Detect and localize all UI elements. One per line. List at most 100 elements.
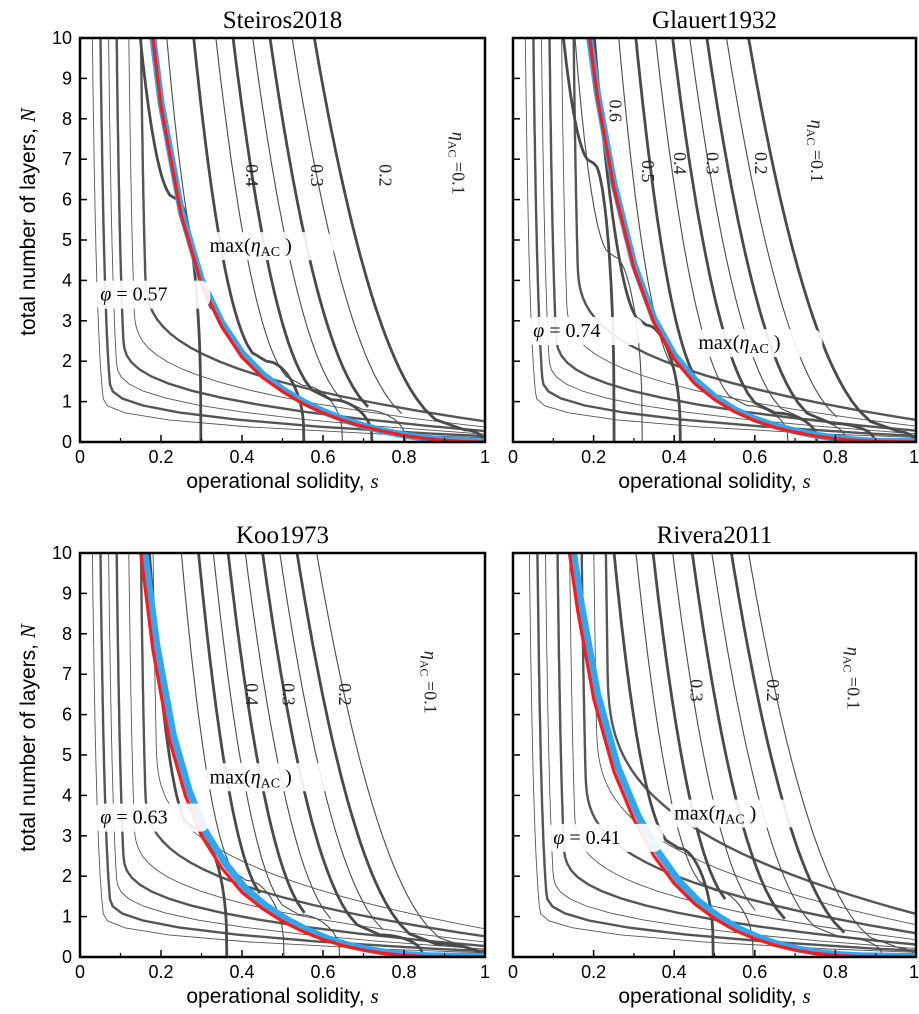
panel-0-phi-label-bg: [92, 280, 211, 309]
panel-1-phi-label-bg: [525, 316, 644, 345]
panel-1-low-contour: [524, 38, 916, 438]
panel-1-contour-line: [705, 38, 876, 442]
panel-2-contour-line: [295, 553, 482, 957]
panel-3-contour-line: [730, 553, 846, 934]
panel-0-contour-label: ηAC =0.1: [446, 132, 469, 195]
panel-1-max-label-bg: [694, 329, 823, 358]
panel-3-contour-line: [651, 553, 727, 900]
panel-0-low-contour: [139, 38, 485, 423]
panel-3-contour-line: [635, 553, 754, 957]
panel-0-contour-line: [312, 38, 485, 442]
panel-0-low-contour: [128, 38, 485, 428]
panel-1-plot-area: [524, 38, 916, 442]
panel-1-level-value: 0.2: [751, 152, 771, 175]
panel-1-contour-line: [671, 38, 819, 442]
panel-2-contour-line: [279, 553, 384, 931]
panel-0-low-contour: [108, 38, 485, 435]
panel-2-low-contour: [128, 553, 485, 943]
panel-2-y-tick-label: 4: [62, 785, 72, 805]
panel-3-plot-area: [528, 553, 916, 957]
panel-1-low-contour: [541, 38, 916, 435]
panel-3-phi-label-bg: [545, 823, 664, 852]
panel-1-x-tick-label: 0.6: [742, 447, 767, 467]
panel-2-max-label-bg: [205, 763, 334, 792]
panel-0-low-contour: [91, 38, 485, 439]
panel-0-level-value: 0.4: [242, 164, 262, 187]
panel-3-x-tick-label: 0.4: [662, 962, 687, 982]
panel-2-series-red: [139, 553, 485, 957]
panel-2-contour-line: [197, 553, 261, 894]
panel-0-plot-area: [91, 38, 485, 442]
panel-2-y-tick-label: 1: [62, 907, 72, 927]
panel-3-phi-label: φ = 0.41: [553, 827, 620, 849]
panel-1-level-value: 0.6: [606, 99, 626, 122]
panel-0-contour-label: 0.3: [307, 164, 327, 187]
panel-2-x-axis-label: operational solidity, s: [186, 984, 378, 1008]
panel-0-level-value: 0.3: [307, 164, 327, 187]
panel-steiros2018: 0.4 0.3 0.2 ηAC =0.1 max(ηAC ) φ = 0.57 Steiro…: [52, 7, 490, 493]
panel-2-level-value: 0.2: [335, 683, 355, 706]
panel-3-max-label: max(ηAC ): [674, 803, 756, 828]
panel-2-level-value: 0.3: [279, 683, 299, 706]
panel-koo1973: 0.4 0.3 0.2 ηAC =0.1 max(ηAC ) φ = 0.63 Koo197…: [52, 522, 490, 1008]
panel-0-x-tick-label: 0.8: [391, 447, 416, 467]
panel-2-contour-line: [261, 553, 424, 957]
panel-1-x-tick-label: 0: [508, 447, 518, 467]
panel-0-contour-line: [231, 38, 374, 442]
panel-2-phi-label: φ = 0.63: [100, 807, 167, 829]
panel-0-contour-line: [215, 38, 343, 442]
panel-3-contour-line: [690, 553, 786, 920]
panel-0-contour-line: [291, 38, 403, 415]
panel-2-y-tick-label: 6: [62, 705, 72, 725]
panel-0-y-tick-label: 6: [62, 190, 72, 210]
panel-1-contour-line: [618, 38, 674, 369]
panel-2-y-tick-label: 0: [62, 947, 72, 967]
panel-3-low-contour: [593, 553, 916, 926]
panel-0-max-label-bg: [205, 232, 334, 261]
panel-2-contour-line: [226, 553, 306, 914]
panel-0-y-tick-label: 3: [62, 311, 72, 331]
panel-3-low-contour: [569, 553, 916, 941]
panel-3-low-contour: [536, 553, 916, 952]
panel-1-contour-label: 0.4: [670, 152, 690, 175]
panel-3-contour-line: [672, 553, 756, 911]
y-axis-label-top: total number of layers, N: [16, 107, 40, 336]
panel-0-y-tick-label: 9: [62, 68, 72, 88]
panel-3-contour-line: [748, 553, 915, 957]
panel-3-contour-line: [612, 553, 715, 957]
panel-3-level-value: 0.3: [686, 679, 706, 702]
panel-0-y-tick-label: 5: [62, 230, 72, 250]
panel-0-x-tick-label: 0.4: [229, 447, 254, 467]
panel-1-low-contour: [548, 38, 916, 432]
panel-0-contour-line: [192, 38, 306, 442]
panel-1-eta-label: ηAC =0.1: [804, 120, 827, 183]
panel-0-low-contour: [99, 38, 485, 438]
panel-0-contour-label: 0.2: [376, 164, 396, 187]
panel-2-series-blue: [141, 553, 485, 957]
panel-2-contour-line: [148, 553, 229, 957]
panel-2-contour-line: [316, 553, 484, 957]
panel-0-y-tick-label: 8: [62, 109, 72, 129]
panel-1-contour-line: [725, 38, 838, 418]
y-axis-label-bottom: total number of layers, N: [16, 623, 40, 852]
panel-0-x-tick-label: 0.2: [148, 447, 173, 467]
panel-3-eta-label: ηAC =0.1: [841, 647, 864, 710]
panel-1-contour-line: [562, 38, 616, 442]
panel-1-contour-label: 0.2: [751, 152, 771, 175]
panel-0-title: Steiros2018: [223, 7, 342, 34]
panel-2-low-contour: [91, 553, 485, 954]
panel-0-contour-line: [138, 38, 203, 442]
panel-2-x-tick-label: 0.8: [391, 962, 416, 982]
panel-3-x-axis-label: operational solidity, s: [618, 984, 810, 1008]
panel-2-y-tick-label: 8: [62, 624, 72, 644]
panel-0-phi-label: φ = 0.57: [100, 284, 167, 306]
panel-0-x-tick-label: 1: [480, 447, 490, 467]
panel-0-low-contour: [115, 38, 485, 433]
y-axis-label-top-text: total number of layers,: [17, 122, 40, 336]
panel-1-title: Glauert1932: [652, 7, 777, 34]
panel-3-title: Rivera2011: [657, 522, 773, 549]
panel-2-y-tick-label: 7: [62, 664, 72, 684]
panel-0-y-tick-label: 2: [62, 351, 72, 371]
panel-0-x-tick-label: 0: [75, 447, 85, 467]
panel-0-max-label: max(ηAC ): [210, 235, 292, 260]
